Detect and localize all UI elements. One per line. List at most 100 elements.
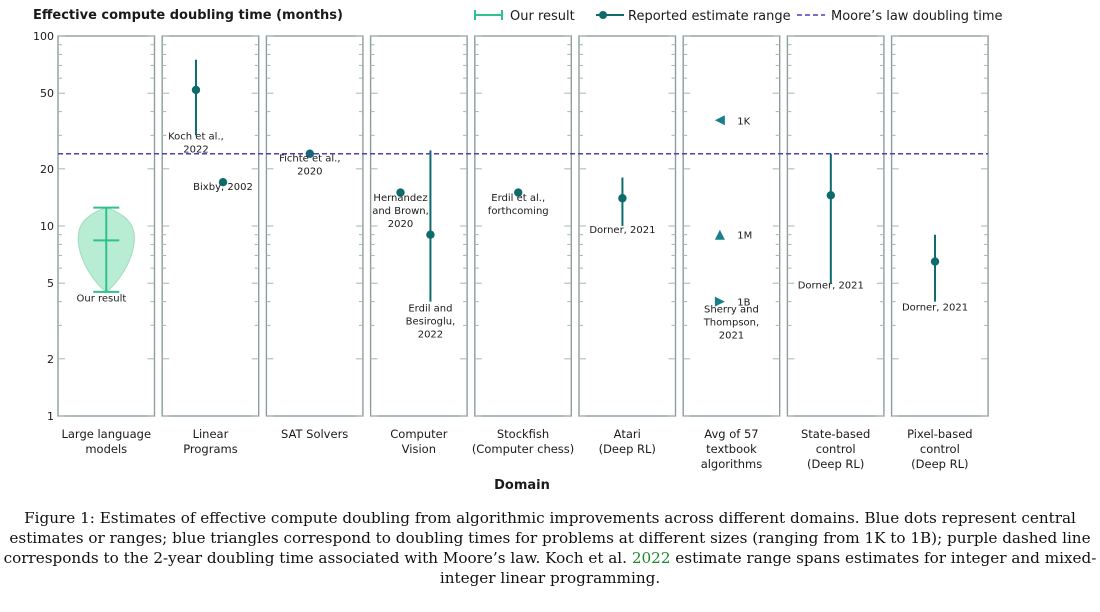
y-tick-label: 5 <box>47 277 54 290</box>
doubling-time-chart: Effective compute doubling time (months)… <box>33 8 1002 493</box>
panel-frame <box>265 35 364 417</box>
estimate-label: 2021 <box>719 331 744 342</box>
legend: Our result Reported estimate range Moore’s… <box>474 9 1002 24</box>
panel-ticks <box>474 35 572 417</box>
caption-text-before: Estimates of effective compute doubling … <box>3 509 1091 567</box>
estimate-label: Sherry and <box>704 305 759 316</box>
legend-our-result: Our result <box>474 9 575 24</box>
panel-ticks <box>891 35 989 417</box>
panel-ticks <box>162 35 259 417</box>
estimate-point <box>930 257 940 266</box>
x-category-label: control <box>920 442 960 456</box>
estimate-triangle <box>714 229 725 240</box>
domain-panels: Our result Koch et al., 2022 Bixby, 2002 Fic… <box>57 35 989 417</box>
panel-frame <box>682 35 781 417</box>
x-axis-title: Domain <box>494 478 550 493</box>
estimate-label: 1B <box>737 298 750 309</box>
estimate-label: Koch et al., <box>168 132 224 143</box>
y-tick-label: 50 <box>40 87 54 100</box>
panel-1: Koch et al., 2022 Bixby, 2002 <box>161 35 260 417</box>
x-category-label: Linear <box>193 427 229 441</box>
estimate-label: Erdil et al., <box>491 193 545 204</box>
estimate-label: 2022 <box>183 145 208 156</box>
panel-3: Hernandez and Brown, 2020 Erdil and Besirogl… <box>369 35 468 417</box>
x-category-label: textbook <box>706 442 757 456</box>
estimate-label: Dorner, 2021 <box>902 302 968 313</box>
legend-moore-label: Moore’s law doubling time <box>831 9 1002 24</box>
x-category-label: Pixel-based <box>907 427 972 441</box>
estimate-label: Besiroglu, <box>406 316 456 327</box>
y-tick-label: 1 <box>47 410 54 423</box>
estimate-point <box>426 230 435 239</box>
panel-frame <box>786 35 885 417</box>
x-category-label: (Computer chess) <box>472 442 574 456</box>
x-category-label: models <box>85 442 127 456</box>
panel-ticks <box>58 35 155 417</box>
panel-0: Our result <box>57 35 156 417</box>
panel-7: Dorner, 2021 <box>786 35 885 417</box>
panel-4: Erdil et al., forthcoming <box>474 35 572 417</box>
legend-reported-dot <box>599 11 607 19</box>
estimate-label: and Brown, <box>372 206 429 217</box>
estimate-point <box>826 191 836 200</box>
x-category-label: algorithms <box>701 457 763 471</box>
estimate-label: Bixby, 2002 <box>193 182 253 193</box>
panel-8: Dorner, 2021 <box>890 35 989 417</box>
x-category-label: Avg of 57 <box>704 427 758 441</box>
estimate-label: Fichte et al., <box>279 154 340 165</box>
panel-ticks <box>787 35 884 417</box>
x-category-label: Stockfish <box>497 427 549 441</box>
estimate-label: 2020 <box>388 219 413 230</box>
estimate-point <box>396 188 405 197</box>
panel-frame <box>161 35 260 417</box>
panel-ticks <box>370 35 468 417</box>
estimate-label: Our result <box>77 294 127 305</box>
x-category-label: (Deep RL) <box>599 442 656 456</box>
estimate-label: Dorner, 2021 <box>589 225 655 236</box>
estimate-label: forthcoming <box>488 206 549 217</box>
y-tick-label: 100 <box>33 30 54 43</box>
legend-moore: Moore’s law doubling time <box>797 9 1002 24</box>
estimate-label: 1K <box>737 116 750 127</box>
panel-2: Fichte et al., 2020 <box>265 35 364 417</box>
x-category-label: Vision <box>402 442 436 456</box>
estimate-label: Thompson, <box>703 318 760 329</box>
estimate-point <box>218 178 228 187</box>
caption-text-after: estimate range spans estimates for integ… <box>439 549 1097 587</box>
y-tick-label: 20 <box>40 163 54 176</box>
estimate-label: Erdil and <box>408 303 452 314</box>
panel-frame <box>890 35 989 417</box>
estimate-point <box>618 194 627 203</box>
estimate-label: 2022 <box>418 329 443 340</box>
estimate-triangle <box>714 296 725 307</box>
panel-ticks <box>683 35 780 417</box>
caption-citation-link[interactable]: 2022 <box>631 549 671 567</box>
y-axis-title: Effective compute doubling time (months) <box>33 8 343 23</box>
estimate-point <box>514 188 523 197</box>
estimate-label: 2020 <box>297 167 322 178</box>
y-tick-label: 10 <box>40 220 54 233</box>
x-category-label: SAT Solvers <box>281 427 348 441</box>
y-tick-label: 2 <box>47 353 54 366</box>
estimate-triangle <box>714 115 725 126</box>
estimate-label: 1M <box>737 231 752 242</box>
estimate-label: Hernandez <box>373 193 427 204</box>
x-category-label: control <box>816 442 856 456</box>
x-category-label: (Deep RL) <box>911 457 968 471</box>
x-category-label: Programs <box>183 442 238 456</box>
x-category-label: Atari <box>614 427 641 441</box>
legend-our-result-label: Our result <box>510 9 575 24</box>
figure-caption: Figure 1: Estimates of effective compute… <box>0 508 1100 588</box>
y-axis: 1 2 5 10 20 50 100 <box>33 30 54 423</box>
estimate-point <box>191 85 201 95</box>
panel-frame <box>369 35 468 417</box>
legend-reported-range: Reported estimate range <box>596 9 791 24</box>
x-category-label: (Deep RL) <box>807 457 864 471</box>
x-category-label: Computer <box>390 427 447 441</box>
legend-reported-label: Reported estimate range <box>628 9 791 24</box>
panel-5: Dorner, 2021 <box>578 35 677 417</box>
x-category-label: Large language <box>61 427 151 441</box>
panel-frame <box>474 35 572 417</box>
